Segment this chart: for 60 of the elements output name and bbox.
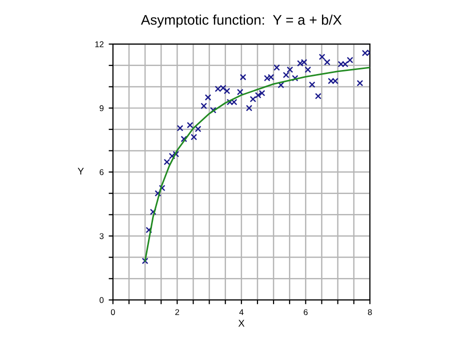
point [172,150,180,158]
point [342,60,348,68]
point [158,184,166,192]
point [332,78,338,84]
point [204,94,212,101]
point [328,78,334,84]
point [278,82,284,88]
point [292,74,298,82]
x-tick-label: 4 [239,309,244,316]
point [176,124,184,132]
point [168,152,176,160]
point [346,56,354,64]
x-tick-label: 8 [368,309,372,316]
point [356,80,364,86]
point [304,66,312,73]
point [142,258,148,264]
point [236,88,244,96]
x-axis-title: X [238,320,244,327]
y-tick-label: 0 [100,297,104,304]
point [264,74,270,82]
point [308,81,316,88]
point [318,54,326,60]
y-tick-label: 3 [100,233,104,240]
point [286,66,294,73]
point [230,98,238,106]
point [324,59,330,66]
point [194,126,202,132]
point [246,104,252,112]
point [164,158,170,166]
x-tick-label: 2 [175,309,180,316]
y-tick-label: 6 [100,169,104,176]
y-tick-label: 12 [95,41,104,48]
point [210,106,216,114]
point [200,102,208,110]
point [268,74,274,80]
point [338,60,344,68]
point [258,90,266,96]
point [240,74,246,80]
point [190,134,198,140]
line-series [144,66,370,262]
point [282,72,290,78]
x-tick-label: 6 [304,309,308,316]
point [254,92,262,98]
point [186,122,194,128]
point [154,190,162,197]
point [150,208,156,216]
chart-title: Asymptotic function: Y = a + b/X [140,14,342,28]
point [250,96,256,102]
point [146,226,152,234]
point [180,136,188,142]
point [296,60,304,67]
point [300,59,308,66]
y-axis-title: Y [78,168,84,175]
point [274,64,280,71]
point [314,92,322,100]
x-tick-label: 0 [110,309,115,316]
y-tick-label: 9 [100,105,104,112]
point [362,50,368,56]
point [226,98,234,106]
point [224,88,230,94]
